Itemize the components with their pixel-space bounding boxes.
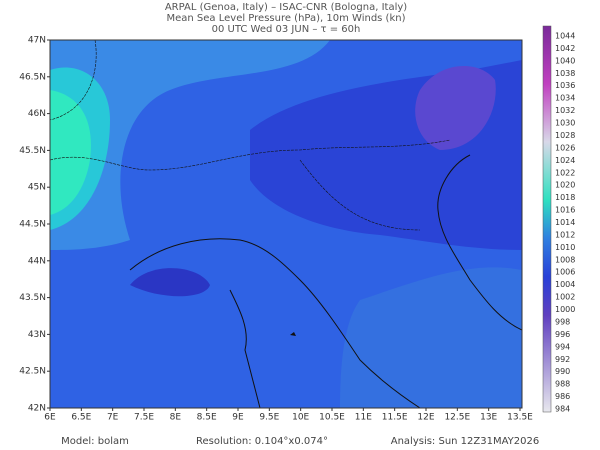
- colorbar-label: 1004: [555, 280, 575, 289]
- y-tick-label: 46N: [28, 109, 46, 119]
- colorbar-label: 986: [555, 392, 570, 401]
- x-tick-label: 9E: [232, 413, 244, 423]
- map: [50, 40, 522, 408]
- colorbar-label: 988: [555, 380, 570, 389]
- colorbar-label: 996: [555, 330, 570, 339]
- colorbar-label: 1042: [555, 44, 575, 53]
- colorbar-label: 1024: [555, 156, 575, 165]
- colorbar-label: 1038: [555, 69, 575, 78]
- colorbar-label: 1018: [555, 193, 575, 202]
- colorbar-label: 1022: [555, 168, 575, 177]
- colorbar-label: 1034: [555, 94, 575, 103]
- x-tick-label: 7E: [107, 413, 119, 423]
- colorbar-label: 992: [555, 355, 570, 364]
- x-tick-label: 12E: [417, 413, 434, 423]
- colorbar-label: 1040: [555, 56, 575, 65]
- header-line: ARPAL (Genoa, Italy) – ISAC-CNR (Bologna…: [165, 2, 407, 13]
- x-tick-label: 11.5E: [382, 413, 408, 423]
- y-tick-label: 44.5N: [19, 220, 46, 230]
- colorbar-label: 998: [555, 317, 570, 326]
- x-tick-label: 8.5E: [197, 413, 217, 423]
- colorbar-label: 1008: [555, 255, 575, 264]
- contour-area: [130, 268, 210, 297]
- colorbar-label: 1028: [555, 131, 575, 140]
- footer-resolution: Resolution: 0.104°x0.074°: [196, 436, 328, 447]
- x-tick-label: 6.5E: [71, 413, 91, 423]
- colorbar-label: 1032: [555, 106, 575, 115]
- y-tick-label: 44N: [28, 256, 46, 266]
- colorbar-label: 994: [555, 342, 570, 351]
- x-tick-label: 10.5E: [319, 413, 345, 423]
- y-tick-label: 42N: [28, 404, 46, 414]
- y-tick-label: 47N: [28, 36, 46, 46]
- colorbar-label: 1036: [555, 81, 575, 90]
- footer-analysis: Analysis: Sun 12Z31MAY2026: [391, 436, 540, 447]
- colorbar-label: 1030: [555, 119, 575, 128]
- y-tick-label: 46.5N: [19, 72, 46, 82]
- header-line: Mean Sea Level Pressure (hPa), 10m Winds…: [167, 13, 406, 24]
- contour-area: [415, 66, 496, 150]
- x-tick-label: 11E: [355, 413, 372, 423]
- y-tick-label: 43.5N: [19, 293, 46, 303]
- footer-model: Model: bolam: [61, 436, 129, 447]
- x-tick-label: 7.5E: [134, 413, 154, 423]
- colorbar-label: 1026: [555, 143, 575, 152]
- contour-area: [50, 90, 91, 215]
- y-tick-label: 43N: [28, 330, 46, 340]
- contour-area: [340, 267, 522, 408]
- x-tick-label: 10E: [292, 413, 309, 423]
- contour-area: [50, 40, 330, 250]
- x-tick-label: 6E: [44, 413, 56, 423]
- x-tick-label: 12.5E: [444, 413, 470, 423]
- colorbar-label: 1014: [555, 218, 575, 227]
- colorbar-label: 1000: [555, 305, 575, 314]
- colorbar-label: 984: [555, 405, 570, 414]
- x-tick-label: 13.5E: [507, 413, 533, 423]
- colorbar-label: 1010: [555, 243, 575, 252]
- header-line: 00 UTC Wed 03 JUN – τ = 60h: [212, 24, 361, 35]
- colorbar-label: 1044: [555, 32, 575, 41]
- x-tick-label: 8E: [170, 413, 182, 423]
- y-tick-label: 45N: [28, 183, 46, 193]
- y-tick-label: 42.5N: [19, 367, 46, 377]
- colorbar-label: 1002: [555, 293, 575, 302]
- colorbar-label: 1016: [555, 206, 575, 215]
- y-tick-label: 45.5N: [19, 146, 46, 156]
- x-tick-label: 13E: [480, 413, 497, 423]
- colorbar-label: 990: [555, 367, 570, 376]
- colorbar-label: 1012: [555, 230, 575, 239]
- colorbar: [542, 25, 552, 413]
- x-tick-label: 9.5E: [259, 413, 279, 423]
- colorbar-label: 1006: [555, 268, 575, 277]
- colorbar-label: 1020: [555, 181, 575, 190]
